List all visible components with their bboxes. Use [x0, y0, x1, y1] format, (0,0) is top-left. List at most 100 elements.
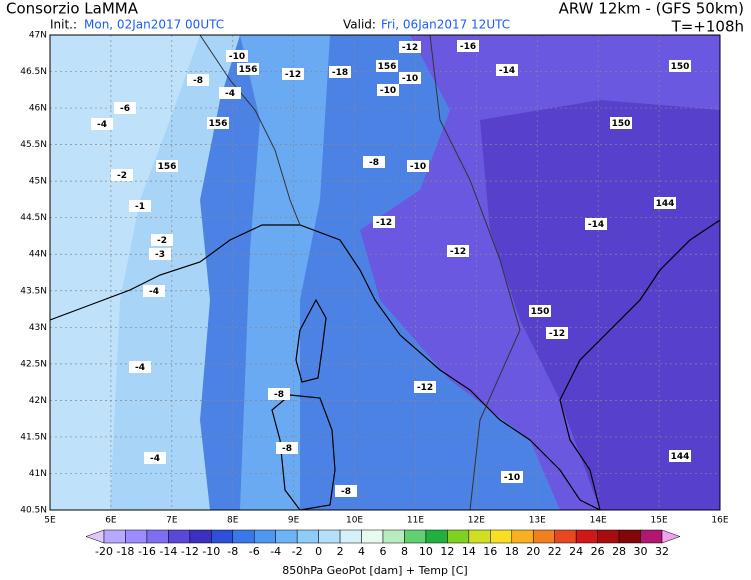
- contour-label-box: [399, 41, 421, 53]
- contour-label-box: [156, 160, 178, 172]
- map-area: [50, 35, 720, 510]
- contour-label: -10: [410, 162, 426, 172]
- lat-label: 45N: [29, 177, 47, 187]
- contour-label: -18: [332, 68, 348, 78]
- colorbar-box: [232, 529, 255, 544]
- colorbar-tick-label: 26: [591, 545, 605, 558]
- colorbar-tick-label: -8: [227, 545, 238, 558]
- init-label: Init.:: [50, 18, 77, 32]
- lon-label: 12E: [468, 516, 485, 526]
- lat-label: 44.5N: [20, 213, 47, 223]
- colorbar-box: [125, 529, 148, 544]
- colorbar-tick-label: -2: [292, 545, 303, 558]
- contour-label: -10: [380, 86, 396, 96]
- contour-label: -12: [402, 43, 418, 53]
- colorbar-tick-label: -4: [270, 545, 281, 558]
- colorbar-end: [85, 529, 105, 544]
- contour-label-box: [654, 197, 676, 209]
- contour-label-box: [276, 442, 298, 454]
- contour-label: -8: [341, 487, 351, 497]
- colorbar-tick-label: 6: [380, 545, 387, 558]
- contour-label-box: [546, 327, 568, 339]
- colorbar-box: [468, 529, 491, 544]
- colorbar-box: [146, 529, 169, 544]
- contour-label-box: [207, 117, 229, 129]
- colorbar-end: [661, 529, 681, 544]
- contour-label: 156: [239, 65, 258, 75]
- contour-label: -10: [504, 473, 520, 483]
- colorbar-box: [618, 529, 641, 544]
- contour-label-box: [669, 450, 691, 462]
- lat-label: 45.5N: [20, 140, 47, 150]
- map-frame: [49, 34, 721, 511]
- colorbar-box: [168, 529, 191, 544]
- lat-label: 41N: [29, 469, 47, 479]
- colorbar-box: [597, 529, 620, 544]
- field-mid: [240, 35, 330, 510]
- colorbar-box: [318, 529, 341, 544]
- contour-label-box: [219, 87, 241, 99]
- contour-label-box: [407, 160, 429, 172]
- contour-label: -2: [157, 236, 167, 246]
- contour-label-box: [268, 388, 290, 400]
- colorbar-box: [361, 529, 384, 544]
- contour-label-box: [149, 248, 171, 260]
- colorbar-tick-label: -6: [249, 545, 260, 558]
- contour-label-box: [399, 72, 421, 84]
- contour-label: 144: [656, 199, 675, 209]
- colorbar-box: [339, 529, 362, 544]
- contour-label-box: [151, 234, 173, 246]
- lon-label: 9E: [288, 516, 300, 526]
- coastline: [50, 224, 601, 510]
- contour-label-box: [129, 361, 151, 373]
- colorbar-tick-label: 12: [440, 545, 454, 558]
- contour-label: 156: [378, 62, 397, 72]
- contour-label: -12: [450, 247, 466, 257]
- contour-label: -12: [417, 383, 433, 393]
- contour-label-box: [610, 117, 632, 129]
- labels: -10 156 -12 -18 156 -12 -16 -10 -10 -14 150 -8 -6 -4 -…: [91, 40, 691, 497]
- lon-label: 11E: [407, 516, 424, 526]
- lon-label: 6E: [105, 516, 117, 526]
- sardinia: [271, 394, 336, 510]
- contour-label-box: [377, 84, 399, 96]
- colorbar-box: [211, 529, 234, 544]
- contour-label-box: [669, 60, 691, 72]
- lon-label: 16E: [711, 516, 728, 526]
- contour-label-box: [363, 156, 385, 168]
- contour-label: 150: [612, 119, 631, 129]
- lon-label: 13E: [529, 516, 546, 526]
- colorbar-box: [490, 529, 513, 544]
- contour-label: -3: [155, 250, 165, 260]
- model: ARW 12km - (GFS 50km): [559, 0, 744, 18]
- lon-label: 7E: [166, 516, 178, 526]
- lon-label: 10E: [346, 516, 363, 526]
- contour-label: 156: [158, 162, 177, 172]
- contour-label-box: [114, 102, 136, 114]
- colorbar-box: [425, 529, 448, 544]
- contour-label: -4: [149, 287, 159, 297]
- colorbar-box: [103, 529, 126, 544]
- field-warmer: [50, 35, 200, 510]
- colorbar-box: [532, 529, 555, 544]
- lat-label: 40.5N: [20, 506, 47, 516]
- colorbar-tick-label: -20: [95, 545, 113, 558]
- lon-label: 14E: [590, 516, 607, 526]
- contour-label-box: [414, 381, 436, 393]
- contour-label: -2: [117, 171, 127, 181]
- colorbar-tick-label: 14: [462, 545, 476, 558]
- colorbar-box: [640, 529, 663, 544]
- contour-label: -4: [135, 363, 145, 373]
- contour-label: -8: [369, 158, 379, 168]
- contour-label-box: [376, 60, 398, 72]
- contour-label: -10: [402, 74, 418, 84]
- colorbar-tick-label: 0: [315, 545, 322, 558]
- lat-label: 41.5N: [20, 432, 47, 442]
- contour-label-box: [335, 485, 357, 497]
- lat-label: 47N: [29, 31, 47, 41]
- colorbar-tick-label: 16: [483, 545, 497, 558]
- colorbar-box: [382, 529, 405, 544]
- colorbar-box: [404, 529, 427, 544]
- contour-label: 150: [531, 307, 550, 317]
- colorbar-box: [275, 529, 298, 544]
